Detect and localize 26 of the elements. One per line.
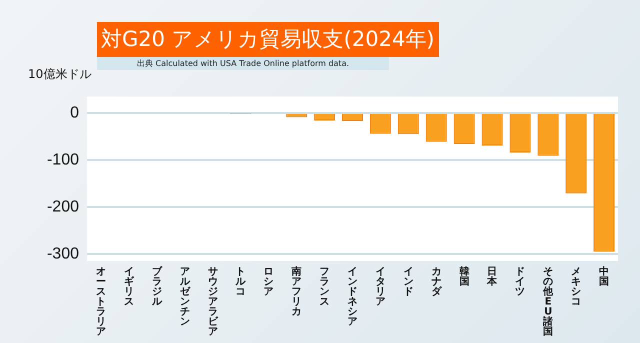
- x-tick-label: イタリア: [375, 266, 386, 308]
- y-tick-label: -300: [46, 245, 80, 262]
- x-tick-label: アルゼンチン: [178, 266, 191, 328]
- x-tick-label: メキシコ: [571, 266, 582, 308]
- x-tick-label: ブラジル: [150, 266, 163, 308]
- x-tick-label: イギリス: [124, 266, 135, 308]
- y-tick-label: 0: [70, 104, 80, 122]
- x-tick-label: その他EU諸国: [542, 266, 554, 338]
- source-note: 出典 Calculated with USA Trade Online platform data.: [97, 57, 389, 70]
- x-tick-label: 日本: [486, 266, 498, 288]
- x-tick-label: インドネシア: [348, 266, 358, 328]
- x-tick-label: インド: [403, 266, 414, 298]
- x-tick-label: オーストラリア: [96, 266, 106, 338]
- x-tick-label: カナダ: [431, 266, 442, 298]
- y-axis-title: 10億米ドル: [28, 66, 92, 83]
- chart-title: 対G20 アメリカ貿易収支(2024年): [97, 22, 438, 57]
- x-tick-label: 中国: [599, 266, 610, 288]
- y-tick-label: -200: [46, 198, 80, 216]
- x-tick-label: サウジアラビア: [208, 266, 219, 338]
- x-tick-label: 南アフリカ: [290, 266, 302, 318]
- x-tick-label: ドイツ: [515, 266, 526, 298]
- x-tick-label: フランス: [320, 266, 330, 308]
- x-tick-label: ロシア: [264, 266, 274, 298]
- y-tick-label: -100: [46, 151, 80, 168]
- x-tick-label: トルコ: [234, 266, 247, 298]
- x-tick-label: 韓国: [459, 266, 470, 288]
